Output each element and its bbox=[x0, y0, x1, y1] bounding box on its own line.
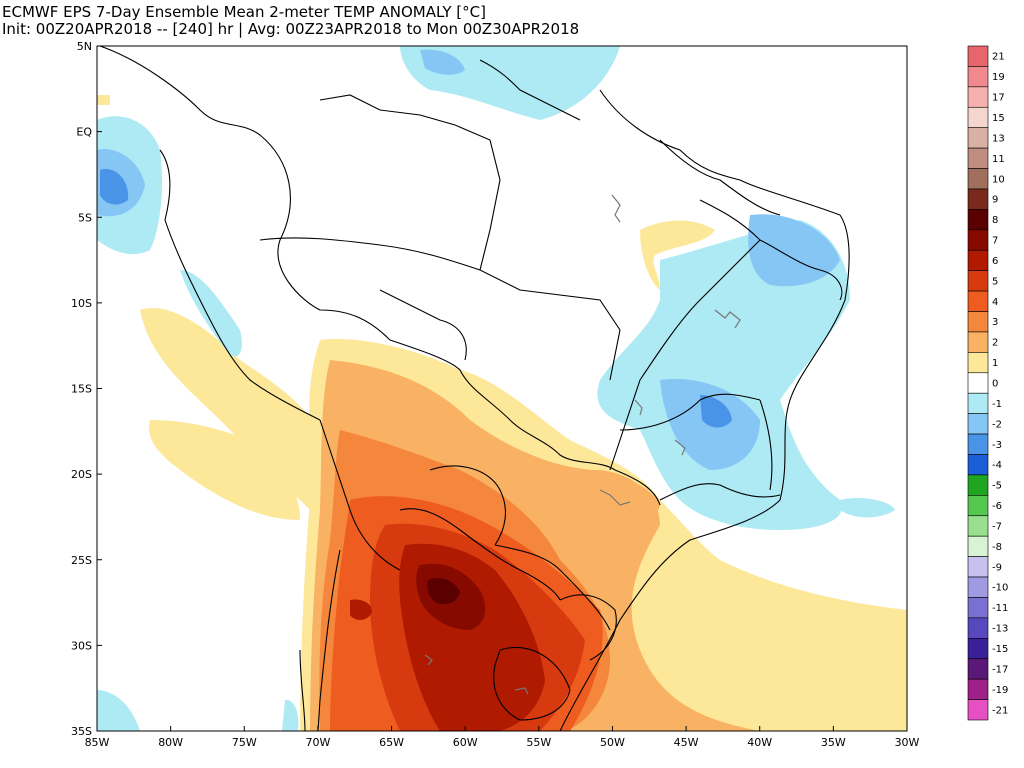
lon-label: 60W bbox=[453, 736, 478, 749]
colorbar-label: -1 bbox=[992, 399, 1002, 410]
colorbar-label: 19 bbox=[992, 72, 1005, 83]
lon-label: 65W bbox=[379, 736, 404, 749]
lon-label: 75W bbox=[232, 736, 257, 749]
colorbar-swatch bbox=[967, 106, 989, 128]
colorbar-label: -10 bbox=[992, 583, 1008, 594]
colorbar-label: -2 bbox=[992, 419, 1002, 430]
colorbar-swatch bbox=[967, 576, 989, 598]
colorbar-swatch bbox=[967, 658, 989, 680]
colorbar-label: 3 bbox=[992, 317, 998, 328]
colorbar-swatch bbox=[967, 311, 989, 333]
colorbar-swatch bbox=[967, 147, 989, 169]
lon-label: 55W bbox=[526, 736, 551, 749]
colorbar-swatch bbox=[967, 678, 989, 700]
colorbar-label: -5 bbox=[992, 481, 1002, 492]
colorbar-swatch bbox=[967, 372, 989, 394]
colorbar-swatch bbox=[967, 392, 989, 414]
lat-label: 35S bbox=[71, 725, 92, 738]
colorbar-label: 8 bbox=[992, 215, 998, 226]
colorbar-label: 9 bbox=[992, 195, 998, 206]
longitude-axis: 85W 80W 75W 70W 65W 60W 55W 50W 45W 40W 35W 30W bbox=[85, 726, 920, 749]
colorbar-swatch bbox=[967, 597, 989, 619]
colorbar-swatch bbox=[967, 699, 989, 721]
colorbar-label: -11 bbox=[992, 603, 1008, 614]
colorbar-label: 7 bbox=[992, 236, 998, 247]
colorbar-label: 10 bbox=[992, 174, 1005, 185]
lat-label: 10S bbox=[71, 297, 92, 310]
colorbar-swatch bbox=[967, 45, 989, 67]
colorbar-label: 11 bbox=[992, 154, 1005, 165]
colorbar-swatch bbox=[967, 229, 989, 251]
colorbar-label: 21 bbox=[992, 52, 1005, 63]
colorbar-label: -3 bbox=[992, 440, 1002, 451]
colorbar-label: -13 bbox=[992, 624, 1008, 635]
colorbar-label: 15 bbox=[992, 113, 1005, 124]
colorbar-swatch bbox=[967, 535, 989, 557]
colorbar-label: 5 bbox=[992, 276, 998, 287]
colorbar-label: 17 bbox=[992, 93, 1005, 104]
colorbar-label: 6 bbox=[992, 256, 998, 267]
lat-label: 15S bbox=[71, 383, 92, 396]
colorbar-swatch bbox=[967, 413, 989, 435]
colorbar-swatch bbox=[967, 66, 989, 88]
colorbar-swatch bbox=[967, 86, 989, 108]
colorbar-swatch bbox=[967, 127, 989, 149]
colorbar-swatch bbox=[967, 352, 989, 374]
colorbar-label: -7 bbox=[992, 521, 1002, 532]
colorbar-swatch bbox=[967, 209, 989, 231]
colorbar-label: 13 bbox=[992, 133, 1005, 144]
colorbar-label: -15 bbox=[992, 644, 1008, 655]
colorbar-label: -4 bbox=[992, 460, 1002, 471]
colorbar-swatch bbox=[967, 515, 989, 537]
colorbar-swatch bbox=[967, 556, 989, 578]
colorbar-swatch bbox=[967, 290, 989, 312]
colorbar-label: 0 bbox=[992, 379, 998, 390]
lon-label: 70W bbox=[305, 736, 330, 749]
lat-label: 25S bbox=[71, 554, 92, 567]
colorbar-swatch bbox=[967, 270, 989, 292]
colorbar-label: -9 bbox=[992, 562, 1002, 573]
colorbar-swatch bbox=[967, 454, 989, 476]
colorbar-legend: 211917151311109876543210-1-2-3-4-5-6-7-8… bbox=[967, 45, 1008, 721]
colorbar-label: -8 bbox=[992, 542, 1002, 553]
colorbar-swatch bbox=[967, 638, 989, 660]
colorbar-swatch bbox=[967, 617, 989, 639]
colorbar-swatch bbox=[967, 188, 989, 210]
colorbar-swatch bbox=[967, 495, 989, 517]
lon-label: 50W bbox=[600, 736, 625, 749]
colorbar-label: 4 bbox=[992, 297, 998, 308]
colorbar-label: -17 bbox=[992, 664, 1008, 675]
colorbar-label: 1 bbox=[992, 358, 998, 369]
colorbar-swatch bbox=[967, 168, 989, 190]
lon-label: 45W bbox=[674, 736, 699, 749]
colorbar-label: -19 bbox=[992, 685, 1008, 696]
country-borders bbox=[99, 46, 850, 731]
map-subtitle: Init: 00Z20APR2018 -- [240] hr | Avg: 00… bbox=[2, 20, 580, 38]
map-title: ECMWF EPS 7-Day Ensemble Mean 2-meter TE… bbox=[2, 3, 486, 21]
lon-label: 40W bbox=[747, 736, 772, 749]
colorbar-label: -21 bbox=[992, 705, 1008, 716]
lat-label: 20S bbox=[71, 468, 92, 481]
lakes bbox=[424, 194, 741, 695]
lon-label: 85W bbox=[85, 736, 110, 749]
colorbar-label: 2 bbox=[992, 338, 998, 349]
anomaly-shading bbox=[97, 46, 907, 731]
lat-label: 5N bbox=[77, 40, 92, 53]
map-plot-area bbox=[96, 45, 908, 732]
lat-label: 5S bbox=[78, 211, 92, 224]
colorbar-label: -6 bbox=[992, 501, 1002, 512]
colorbar-swatch bbox=[967, 249, 989, 271]
lat-label: EQ bbox=[76, 126, 92, 139]
lat-label: 30S bbox=[71, 639, 92, 652]
lon-label: 80W bbox=[158, 736, 183, 749]
lon-label: 35W bbox=[821, 736, 846, 749]
colorbar-swatch bbox=[967, 474, 989, 496]
colorbar-swatch bbox=[967, 331, 989, 353]
latitude-axis: 5N EQ 5S 10S 15S 20S 25S 30S 35S bbox=[71, 40, 102, 738]
colorbar-swatch bbox=[967, 433, 989, 455]
lon-label: 30W bbox=[895, 736, 920, 749]
